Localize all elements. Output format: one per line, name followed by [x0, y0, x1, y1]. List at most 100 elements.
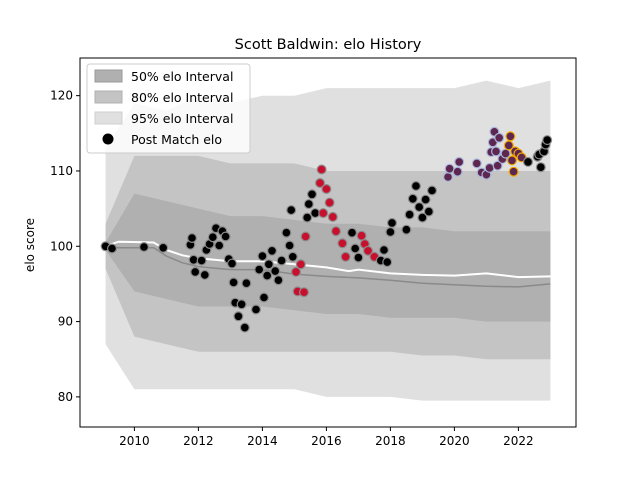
- x-tick-label-3: 2016: [311, 434, 342, 448]
- post-match-point-12: [207, 232, 218, 243]
- post-match-point-46: [307, 189, 318, 200]
- post-match-point-45: [303, 199, 314, 210]
- post-match-point-43: [300, 231, 311, 242]
- post-match-point-72: [411, 181, 422, 192]
- post-match-point-80: [452, 166, 463, 177]
- post-match-point-67: [385, 227, 396, 238]
- post-match-point-51: [321, 184, 332, 195]
- post-match-point-3: [158, 242, 169, 253]
- post-match-point-44: [302, 212, 313, 223]
- legend-label-95: 95% elo Interval: [131, 111, 233, 126]
- post-match-point-5: [187, 233, 198, 244]
- post-match-point-23: [239, 322, 250, 333]
- post-match-point-107: [542, 135, 553, 146]
- legend-swatch-95: [94, 111, 123, 125]
- post-match-point-53: [327, 211, 338, 222]
- post-match-point-59: [353, 252, 364, 263]
- post-match-point-77: [427, 185, 438, 196]
- post-match-point-70: [404, 209, 415, 220]
- post-match-point-31: [267, 245, 278, 256]
- post-match-point-62: [363, 245, 374, 256]
- x-tick-label-5: 2020: [439, 434, 470, 448]
- post-match-point-30: [263, 259, 274, 270]
- post-match-point-41: [295, 259, 306, 270]
- post-match-point-74: [417, 212, 428, 223]
- post-match-point-82: [471, 158, 482, 169]
- y-tick-label-4: 120: [50, 89, 73, 103]
- post-match-point-35: [281, 227, 292, 238]
- x-tick-label-1: 2012: [183, 434, 214, 448]
- plot-area: [79, 57, 577, 428]
- y-axis-ticks: 80 90 100 110 120: [50, 89, 80, 404]
- x-tick-label-6: 2022: [503, 434, 534, 448]
- post-match-point-38: [287, 251, 298, 262]
- post-match-point-58: [350, 243, 361, 254]
- legend-swatch-50: [94, 69, 123, 83]
- y-tick-label-3: 110: [50, 164, 73, 178]
- post-match-point-97: [508, 166, 519, 177]
- post-match-point-81: [454, 156, 465, 167]
- post-match-point-50: [318, 208, 329, 219]
- post-match-point-57: [347, 227, 358, 238]
- legend-swatch-80: [94, 90, 123, 104]
- post-match-point-29: [262, 270, 273, 281]
- post-match-point-96: [507, 155, 518, 166]
- post-match-point-91: [494, 132, 505, 143]
- post-match-point-8: [196, 255, 207, 266]
- plot-frame: [79, 57, 577, 428]
- post-match-point-42: [299, 287, 310, 298]
- post-match-point-24: [241, 278, 252, 289]
- post-match-point-76: [423, 206, 434, 217]
- y-tick-label-1: 90: [58, 315, 73, 329]
- y-axis-label: elo score: [23, 218, 37, 272]
- post-match-point-39: [291, 266, 302, 277]
- post-match-point-28: [259, 292, 270, 303]
- post-match-point-49: [316, 164, 327, 175]
- y-tick-label-2: 100: [50, 239, 73, 253]
- post-match-point-32: [270, 266, 281, 277]
- post-match-point-21: [233, 311, 244, 322]
- legend-label-50: 50% elo Interval: [131, 69, 233, 84]
- y-tick-label-0: 80: [58, 390, 73, 404]
- post-match-point-69: [401, 224, 412, 235]
- post-match-point-22: [236, 299, 247, 310]
- x-tick-label-2: 2014: [247, 434, 278, 448]
- post-match-point-104: [535, 162, 546, 173]
- legend-marker-post-match: [102, 133, 114, 145]
- post-match-point-14: [214, 240, 225, 251]
- post-match-point-1: [106, 243, 117, 254]
- post-match-point-33: [273, 275, 284, 286]
- post-match-point-26: [254, 264, 265, 275]
- post-match-point-7: [190, 266, 201, 277]
- x-axis-ticks: 2010 2012 2014 2016 2018 2020 2022: [119, 427, 534, 448]
- legend-label-post-match: Post Match elo: [131, 132, 222, 147]
- post-match-point-95: [505, 131, 516, 142]
- post-match-point-89: [491, 146, 502, 157]
- post-match-point-36: [284, 240, 295, 251]
- post-match-point-9: [199, 269, 210, 280]
- post-match-points: [100, 126, 553, 333]
- x-tick-label-4: 2018: [375, 434, 406, 448]
- post-match-point-90: [492, 160, 503, 171]
- legend-label-80: 80% elo Interval: [131, 90, 233, 105]
- post-match-point-19: [228, 277, 239, 288]
- legend-frame: [86, 63, 251, 154]
- x-tick-label-0: 2010: [119, 434, 150, 448]
- post-match-point-65: [379, 245, 390, 256]
- post-match-point-71: [407, 193, 418, 204]
- interval-bands: [105, 80, 551, 401]
- post-match-point-54: [331, 226, 342, 237]
- post-match-point-60: [356, 230, 367, 241]
- post-match-point-66: [382, 257, 393, 268]
- post-match-point-73: [414, 202, 425, 213]
- chart-title: Scott Baldwin: elo History: [235, 37, 422, 53]
- post-match-point-101: [522, 156, 533, 167]
- post-match-point-78: [443, 172, 454, 183]
- legend: 50% elo Interval 80% elo Interval 95% el…: [86, 63, 251, 154]
- post-match-point-37: [286, 205, 297, 216]
- post-match-point-25: [251, 304, 262, 315]
- post-match-point-56: [340, 251, 351, 262]
- post-match-point-2: [139, 242, 150, 253]
- post-match-point-68: [387, 217, 398, 228]
- post-match-point-27: [257, 251, 268, 262]
